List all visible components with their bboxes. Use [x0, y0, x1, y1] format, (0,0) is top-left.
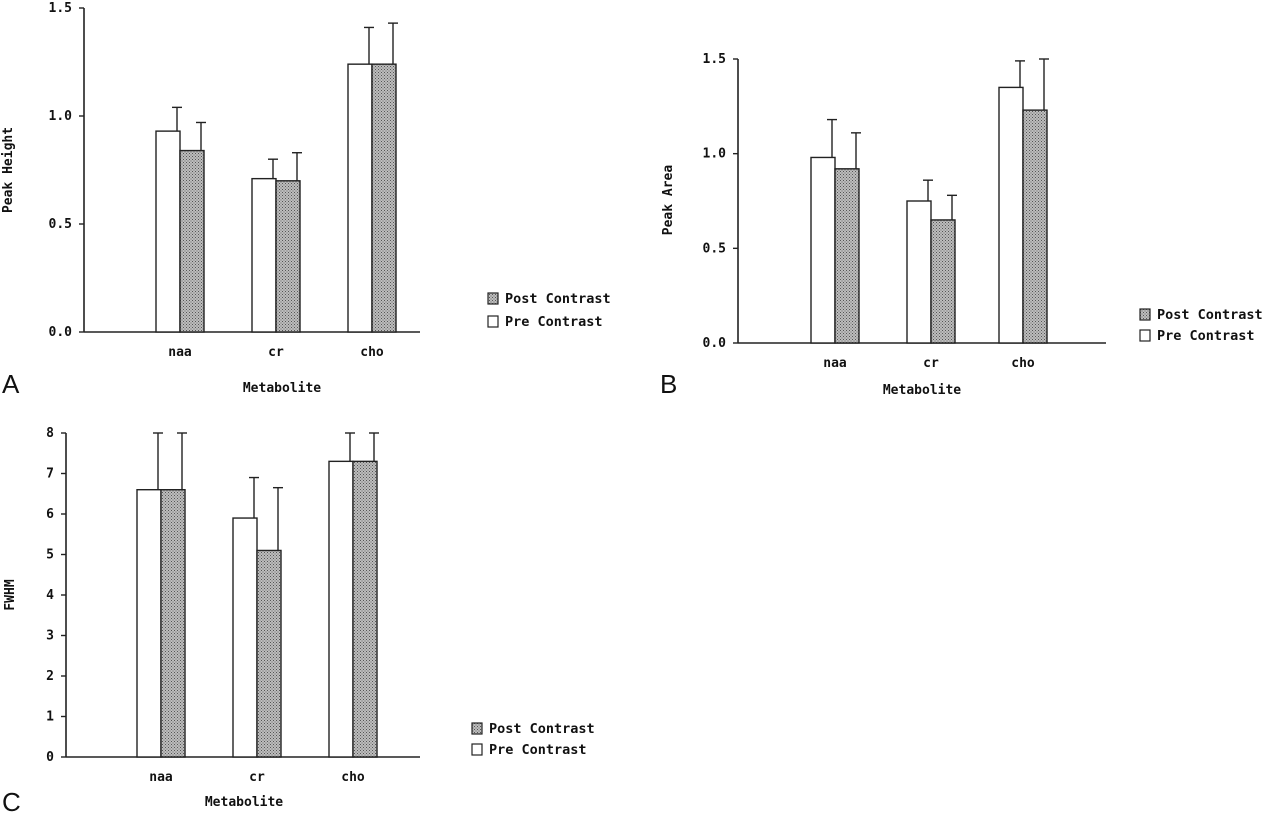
legend-swatch	[471, 722, 483, 735]
y-tick-label: 4	[46, 588, 54, 603]
bar-cr-pre-contrast	[251, 177, 277, 333]
x-tick-label: naa	[168, 345, 192, 360]
bar-cr-post-contrast	[275, 180, 301, 333]
legend-swatch	[1139, 308, 1151, 321]
y-tick-label: 1.5	[49, 1, 72, 16]
bar-cho-pre-contrast	[347, 63, 373, 333]
legend-label: Pre Contrast	[489, 742, 587, 758]
x-axis-title: Metabolite	[883, 383, 961, 398]
x-tick-label: cr	[268, 345, 284, 360]
y-tick-label: 0.0	[49, 325, 73, 340]
bar-naa-post-contrast	[834, 168, 860, 344]
bar-naa-pre-contrast	[810, 156, 836, 344]
panel-letter: B	[660, 369, 677, 399]
bar-naa-pre-contrast	[155, 130, 181, 333]
x-tick-label: cr	[923, 356, 939, 371]
y-tick-label: 1.5	[703, 52, 726, 67]
y-tick-label: 1.0	[49, 109, 73, 124]
y-tick-label: 7	[46, 467, 54, 482]
bar-cho-pre-contrast	[998, 86, 1024, 344]
y-tick-label: 5	[46, 548, 54, 563]
y-tick-label: 3	[46, 629, 54, 644]
y-tick-label: 0.0	[703, 336, 727, 351]
legend-label: Post Contrast	[505, 291, 611, 307]
bar-cr-pre-contrast	[906, 200, 932, 344]
x-axis-title: Metabolite	[243, 381, 321, 396]
x-tick-label: cho	[360, 345, 384, 360]
bar-cho-post-contrast	[352, 460, 378, 758]
legend-swatch	[487, 292, 499, 305]
y-tick-label: 8	[46, 426, 54, 441]
x-tick-label: naa	[149, 770, 173, 785]
bar-naa-post-contrast	[179, 149, 205, 333]
panel-letter: C	[2, 787, 21, 813]
bar-cr-pre-contrast	[232, 517, 258, 758]
y-tick-label: 6	[46, 507, 54, 522]
bar-cho-post-contrast	[371, 63, 397, 333]
bar-naa-pre-contrast	[136, 489, 162, 758]
bar-cr-post-contrast	[256, 549, 282, 758]
bar-cho-pre-contrast	[328, 460, 354, 758]
y-tick-label: 1.0	[703, 147, 727, 162]
y-tick-label: 0	[46, 750, 54, 765]
y-axis-title: Peak Area	[661, 165, 676, 236]
y-tick-label: 1	[46, 710, 54, 725]
chart-panel-b: 0.0 0.5 1.0 1.5 naa cr cho Peak Area Metabolite P…	[660, 52, 1263, 399]
x-tick-label: cho	[1011, 356, 1035, 371]
legend-label: Post Contrast	[489, 721, 595, 737]
y-axis-title: Peak Height	[1, 127, 16, 213]
bar-naa-post-contrast	[160, 489, 186, 758]
y-tick-label: 2	[46, 669, 54, 684]
bar-cho-post-contrast	[1022, 109, 1048, 344]
legend-swatch	[487, 315, 499, 328]
x-tick-label: naa	[823, 356, 847, 371]
chart-panel-c: 0 1 2 3 4 5 6 7 8 naa cr cho FWHM Metabolite Post Cont…	[2, 426, 595, 813]
y-tick-label: 0.5	[703, 241, 726, 256]
legend-label: Pre Contrast	[1157, 328, 1255, 344]
x-tick-label: cho	[341, 770, 365, 785]
legend-swatch	[471, 743, 483, 756]
y-axis-title: FWHM	[3, 579, 18, 610]
panel-letter: A	[2, 369, 20, 399]
legend-label: Post Contrast	[1157, 307, 1263, 323]
chart-panel-a: 0.0 0.5 1.0 1.5 naa cr cho Peak Height Metabolit…	[1, 1, 611, 399]
y-tick-label: 0.5	[49, 217, 72, 232]
x-tick-label: cr	[249, 770, 265, 785]
legend-swatch	[1139, 329, 1151, 342]
x-axis-title: Metabolite	[205, 795, 283, 810]
bar-cr-post-contrast	[930, 219, 956, 344]
legend-label: Pre Contrast	[505, 314, 603, 330]
